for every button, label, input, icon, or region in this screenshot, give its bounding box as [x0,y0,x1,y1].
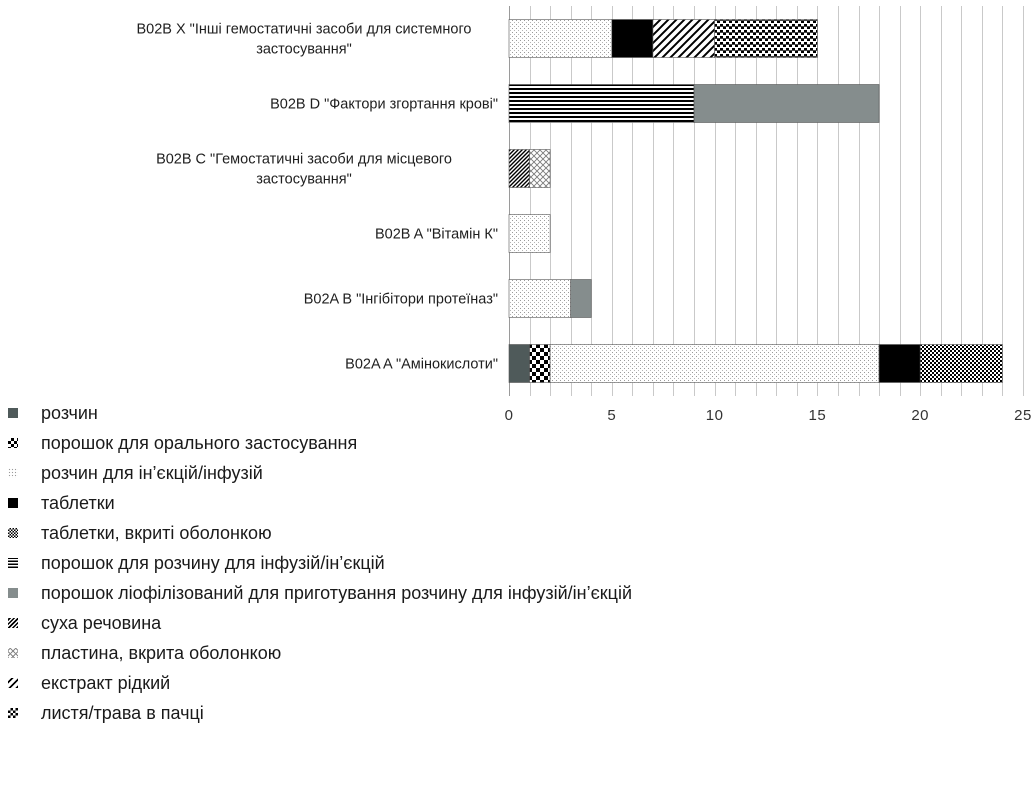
bar-segment-6-10 [652,19,715,58]
legend-label: розчин [41,403,98,423]
legend-label: екстракт рідкий [41,673,171,693]
category-label: B02B A "Вітамін К" [375,227,498,243]
legend-label: суха речовина [41,613,162,633]
legend-label: порошок для розчину для інфузій/ін’єкцій [41,553,385,573]
legend-swatch [8,708,18,718]
legend-swatch [8,558,18,568]
x-tick-label: 0 [505,407,514,424]
x-tick-label: 10 [706,407,724,424]
legend-label: таблетки [41,493,115,513]
legend-swatch [8,588,18,598]
legend-label: листя/трава в пачці [41,703,204,723]
legend-swatch [8,618,18,628]
bar-segment-2-7 [570,279,592,318]
legend-swatch [8,438,18,448]
legend-label: порошок ліофілізований для приготування … [41,583,633,603]
legend-label: таблетки, вкриті оболонкою [41,523,272,543]
bar-segment-2-3 [508,279,571,318]
bar-segment-6-4 [611,19,654,58]
legend-swatch [8,648,18,658]
legend-swatch [8,408,18,418]
legend-label: розчин для ін’єкцій/інфузій [41,463,263,483]
bar-segment-4-9 [529,149,551,188]
legend-swatch [8,498,18,508]
bar-segment-4-8 [508,149,530,188]
bar-segment-5-6 [508,84,695,123]
category-label: B02B X "Інші гемостатичні засоби для сис… [136,22,471,58]
bar-segment-5-7 [693,84,880,123]
stacked-bar-chart: B02A A "Амінокислоти" B02A B "Інгібітори … [136,6,1032,424]
x-tick-label: 5 [607,407,616,424]
x-tick-label: 25 [1014,407,1032,424]
legend-label: пластина, вкрита оболонкою [41,643,282,663]
bar-segment-6-11 [714,19,818,58]
bar-segment-1-2 [529,344,551,383]
category-label: B02A B "Інгібітори протеїназ" [304,292,498,308]
bar-segment-1-3 [549,344,880,383]
bar-segment-3-3 [508,214,551,253]
legend-label: порошок для орального застосування [41,433,358,453]
bar-segment-1-5 [919,344,1003,383]
bar-segment-1-4 [878,344,921,383]
bars [508,19,1003,383]
x-tick-label: 15 [809,407,827,424]
x-tick-labels: 0 5 10 15 20 25 [505,407,1032,424]
category-label: B02B D "Фактори згортання крові" [270,97,498,113]
bar-segment-6-3 [508,19,613,58]
legend-swatch [8,528,18,538]
category-label: B02B C "Гемостатичні засоби для місцевог… [156,152,452,188]
legend-swatch [8,468,18,478]
gridlines [509,6,1024,396]
category-label: B02A A "Амінокислоти" [345,357,498,373]
category-labels: B02A A "Амінокислоти" B02A B "Інгібітори … [136,22,498,373]
x-tick-label: 20 [911,407,929,424]
bar-segment-1-1 [508,344,530,383]
legend-swatch [8,678,18,688]
